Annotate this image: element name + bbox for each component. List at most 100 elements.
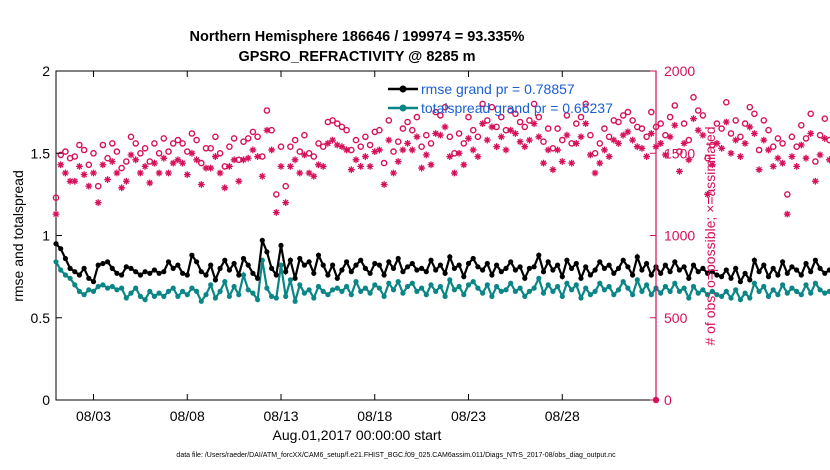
assimilated-point bbox=[179, 159, 186, 167]
totalspread-point bbox=[161, 293, 167, 299]
possible-point bbox=[62, 148, 69, 155]
possible-point bbox=[746, 103, 754, 111]
rmse-point bbox=[212, 277, 218, 283]
totalspread-point bbox=[222, 279, 228, 285]
totalspread-point bbox=[531, 285, 537, 291]
assimilated-point bbox=[479, 120, 486, 128]
assimilated-point bbox=[268, 146, 276, 154]
assimilated-point bbox=[483, 136, 491, 144]
totalspread-point bbox=[433, 288, 439, 294]
possible-point bbox=[399, 125, 407, 132]
rmse-point bbox=[386, 259, 392, 265]
rmse-point bbox=[273, 272, 279, 278]
possible-point bbox=[352, 136, 360, 144]
totalspread-point bbox=[320, 288, 326, 294]
rmse-point bbox=[826, 267, 830, 273]
possible-point bbox=[244, 135, 252, 142]
assimilated-point bbox=[821, 135, 829, 142]
totalspread-point bbox=[156, 290, 162, 296]
assimilated-point bbox=[319, 163, 327, 170]
assimilated-point bbox=[333, 141, 341, 149]
totalspread-point bbox=[723, 288, 729, 294]
assimilated-point bbox=[694, 126, 702, 134]
rmse-point bbox=[156, 270, 162, 276]
totalspread-point bbox=[667, 288, 673, 294]
totalspread-point bbox=[662, 283, 669, 290]
rmse-point bbox=[512, 267, 519, 273]
assimilated-point bbox=[132, 156, 140, 164]
rmse-point bbox=[812, 257, 819, 263]
totalspread-point bbox=[269, 293, 275, 299]
series-possible bbox=[52, 94, 830, 201]
rmse-point bbox=[315, 252, 322, 258]
assimilated-point bbox=[207, 164, 215, 172]
totalspread-point bbox=[648, 292, 654, 298]
rmse-point bbox=[714, 272, 720, 278]
possible-point bbox=[408, 126, 416, 134]
totalspread-point bbox=[470, 279, 476, 285]
possible-point bbox=[760, 117, 768, 124]
assimilated-point bbox=[418, 164, 426, 172]
rmse-point bbox=[611, 270, 617, 276]
x-tick-label: 08/28 bbox=[545, 408, 580, 424]
rmse-point bbox=[601, 265, 608, 271]
y-left-tick-label: 1.5 bbox=[31, 145, 51, 161]
assimilated-point bbox=[197, 181, 205, 188]
rmse-point bbox=[639, 267, 645, 273]
possible-point bbox=[310, 153, 318, 160]
totalspread-point bbox=[62, 272, 68, 278]
assimilated-point bbox=[352, 156, 360, 164]
rmse-point bbox=[630, 272, 636, 278]
rmse-point bbox=[592, 267, 598, 273]
totalspread-point bbox=[236, 292, 242, 298]
totalspread-point bbox=[264, 285, 270, 291]
y-left-tick-label: 2 bbox=[42, 63, 50, 79]
totalspread-point bbox=[72, 282, 78, 288]
rmse-point bbox=[700, 265, 706, 271]
rmse-point bbox=[489, 272, 495, 278]
rmse-point bbox=[372, 260, 378, 267]
rmse-point bbox=[67, 265, 73, 271]
totalspread-point bbox=[334, 285, 340, 291]
rmse-point bbox=[86, 275, 92, 281]
assimilated-point bbox=[577, 133, 585, 141]
y-left-tick-label: 1 bbox=[42, 228, 50, 244]
assimilated-point bbox=[188, 149, 196, 157]
possible-point bbox=[197, 159, 205, 167]
possible-point bbox=[769, 143, 777, 150]
assimilated-point bbox=[310, 172, 318, 180]
rmse-point bbox=[606, 262, 612, 268]
totalspread-point bbox=[634, 277, 640, 283]
totalspread-point bbox=[517, 285, 523, 291]
possible-point bbox=[437, 112, 444, 119]
totalspread-point bbox=[409, 280, 415, 286]
assimilated-point bbox=[511, 130, 519, 137]
possible-point bbox=[807, 110, 815, 118]
totalspread-point bbox=[292, 298, 298, 304]
totalspread-point bbox=[564, 280, 570, 286]
rmse-point bbox=[283, 269, 289, 275]
rmse-point bbox=[536, 252, 542, 258]
rmse-point bbox=[526, 265, 533, 271]
possible-point bbox=[521, 123, 529, 131]
possible-point bbox=[718, 125, 725, 132]
totalspread-point bbox=[133, 285, 139, 291]
rmse-point bbox=[742, 270, 748, 276]
totalspread-point bbox=[780, 282, 786, 288]
totalspread-point bbox=[756, 288, 762, 294]
totalspread-point bbox=[189, 285, 195, 291]
assimilated-point bbox=[708, 161, 716, 169]
totalspread-point bbox=[569, 287, 575, 293]
possible-point bbox=[619, 112, 627, 119]
totalspread-point bbox=[540, 290, 547, 296]
possible-point bbox=[413, 113, 421, 121]
rmse-point bbox=[320, 262, 326, 268]
assimilated-point bbox=[155, 169, 163, 177]
legend: rmse grand pr = 0.78857 totalspread gran… bbox=[388, 81, 613, 116]
rmse-point bbox=[822, 270, 828, 276]
possible-point bbox=[380, 159, 388, 167]
assimilated-point bbox=[272, 209, 280, 216]
assimilated-point bbox=[826, 156, 830, 164]
totalspread-point bbox=[184, 292, 190, 298]
possible-point bbox=[704, 154, 711, 162]
